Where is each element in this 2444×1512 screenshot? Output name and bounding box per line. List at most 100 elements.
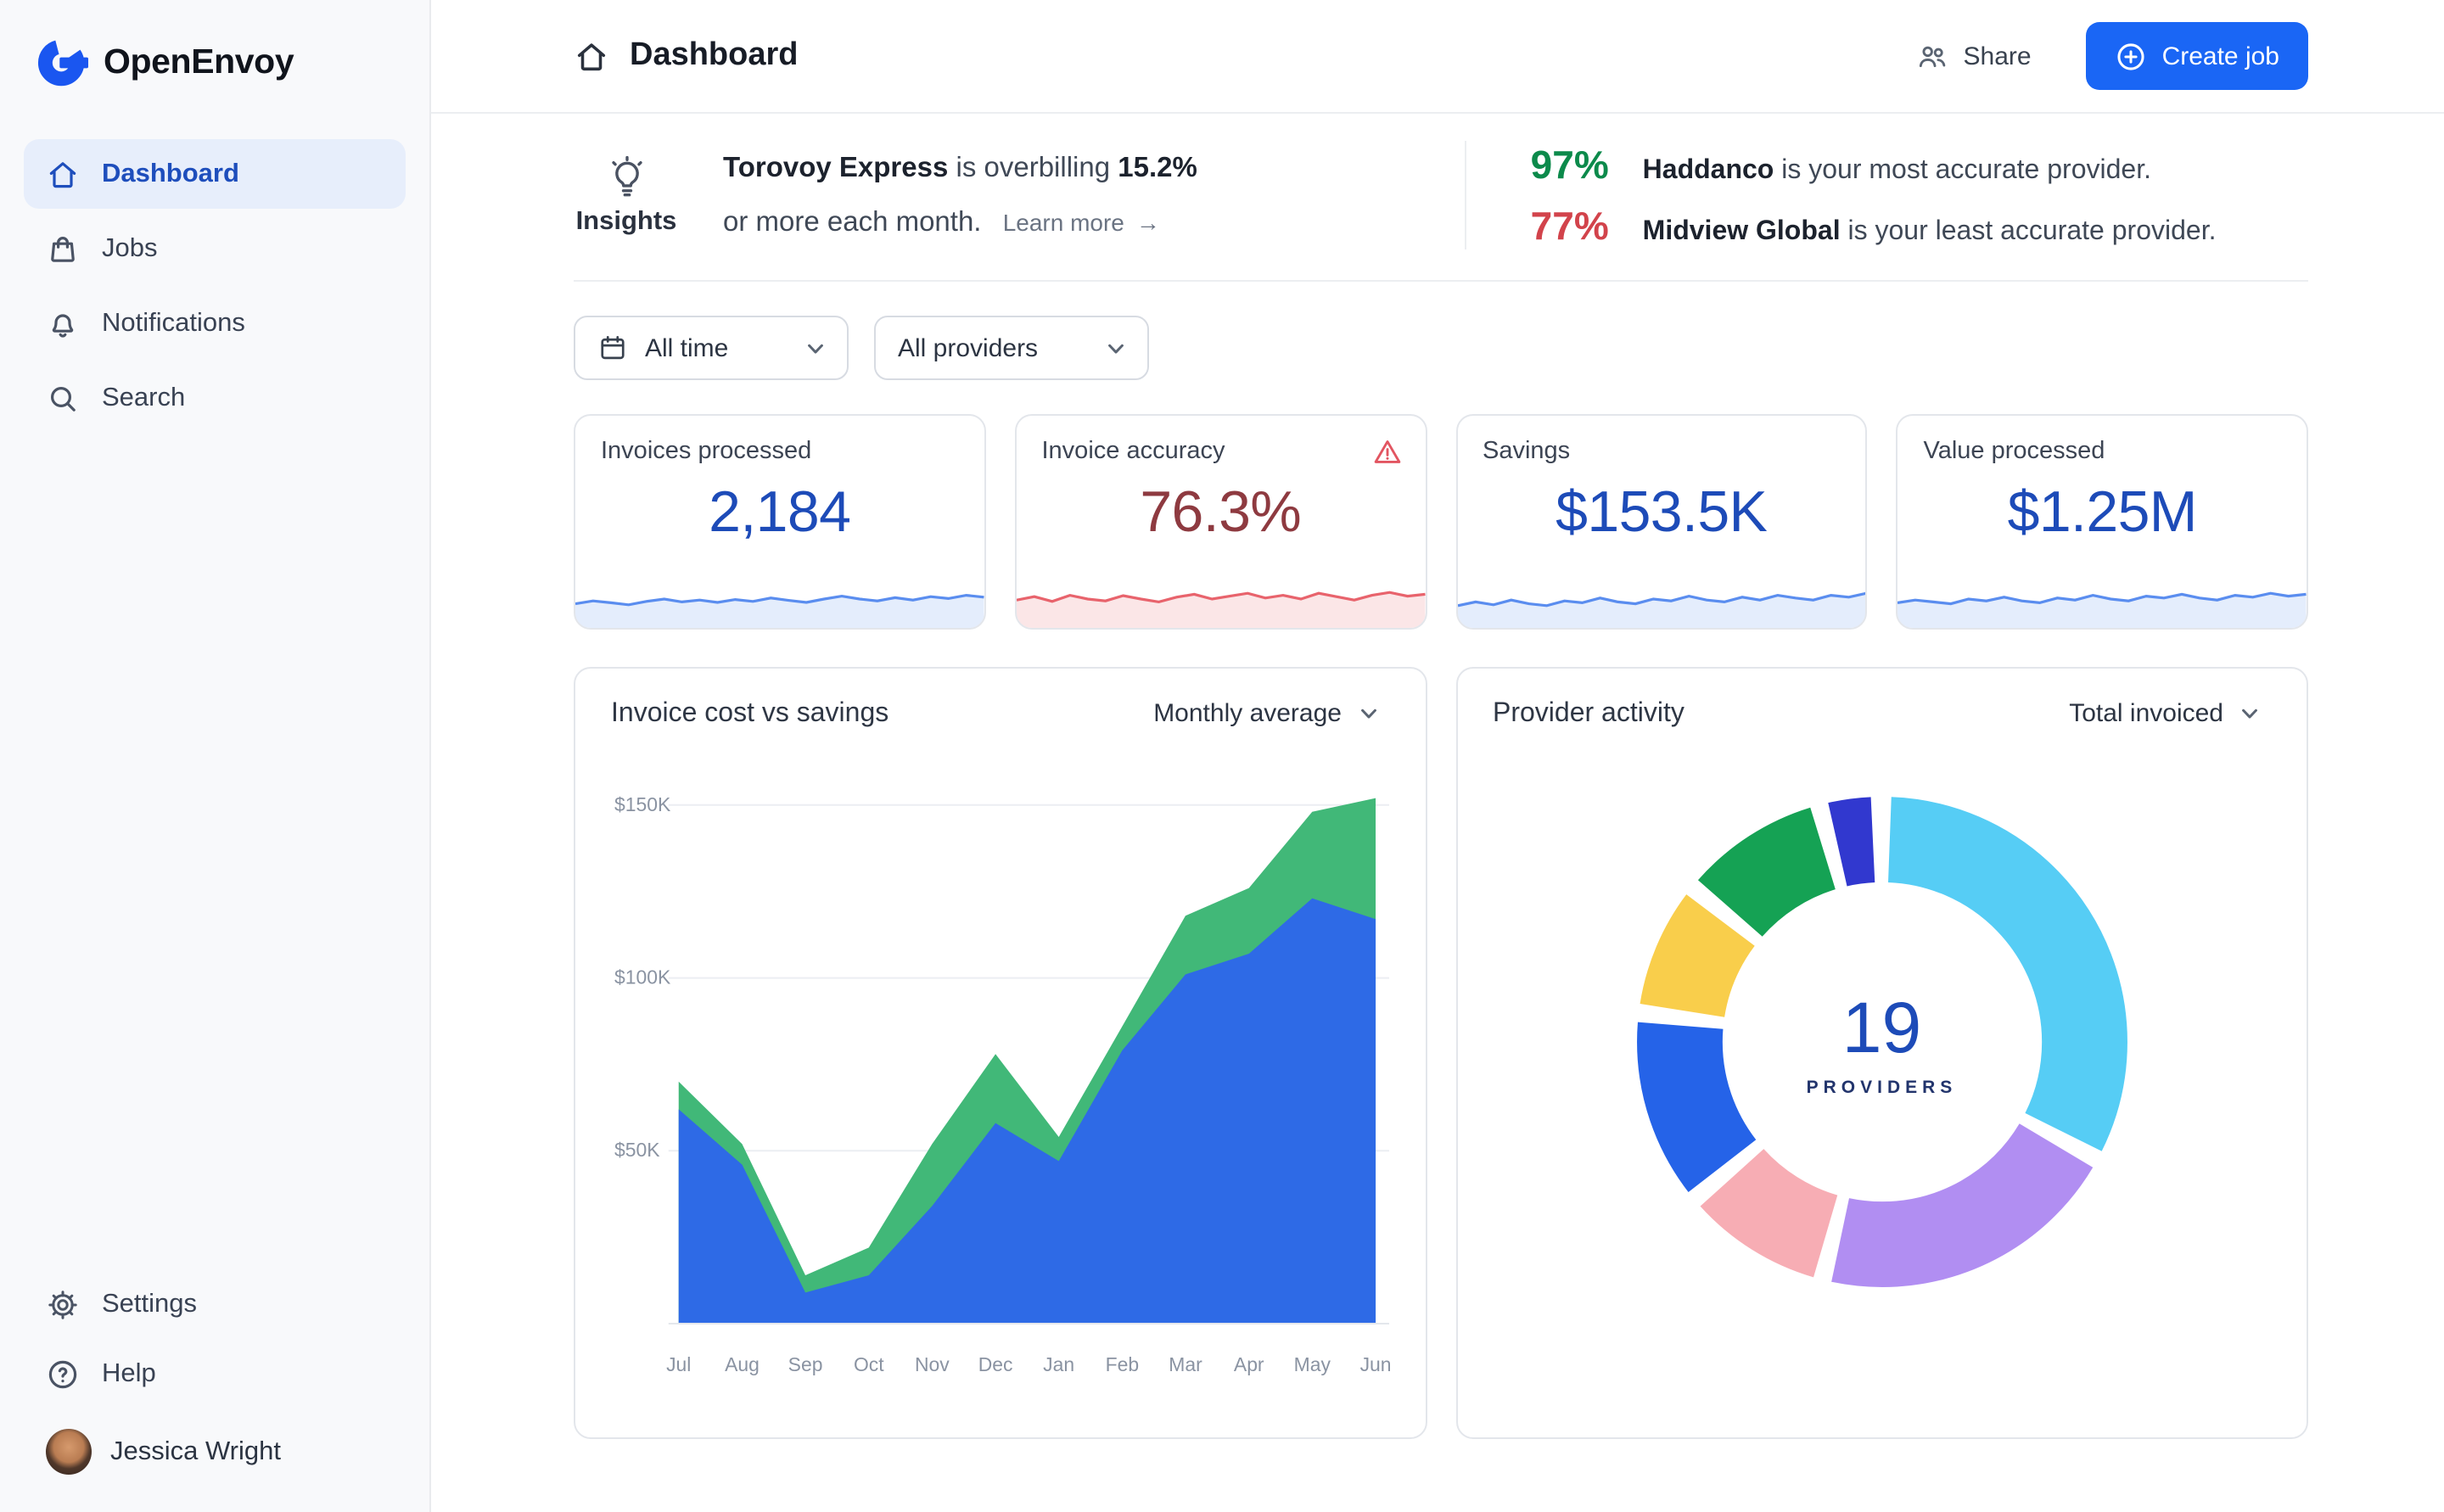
chart-header: Invoice cost vs savings Monthly average [611,698,1389,731]
stat-label: Savings [1483,438,1571,466]
svg-text:Apr: Apr [1234,1354,1264,1376]
svg-text:Feb: Feb [1106,1354,1139,1376]
sidebar-item-label: Jobs [102,233,158,262]
chevron-down-icon [2239,703,2261,725]
sidebar-item-dashboard[interactable]: Dashboard [24,139,406,209]
insight-percent: 15.2% [1118,153,1197,183]
stat-value: 2,184 [709,480,851,546]
total-invoiced-dropdown[interactable]: Total invoiced [2059,698,2271,731]
chart-title: Provider activity [1493,698,1684,728]
filter-bar: All time All providers [574,316,2308,381]
invoice-cost-vs-savings-card: Invoice cost vs savings Monthly average … [574,667,1427,1440]
svg-text:May: May [1294,1354,1331,1376]
provider-activity-donut [1636,797,2127,1288]
sidebar: OpenEnvoy Dashboard [0,0,431,1512]
best-accuracy-text: Haddanco is your most accurate provider. [1642,155,2151,185]
topbar: Dashboard Share [431,0,2444,114]
stat-value: 76.3% [1140,480,1302,546]
help-icon [46,1357,80,1391]
stat-card-savings: Savings $153.5K [1455,414,1868,630]
providers-filter[interactable]: All providers [874,316,1149,381]
stat-label: Invoice accuracy [1041,438,1225,466]
insight-provider: Torovoy Express [723,153,949,183]
worst-accuracy-value: 77% [1530,203,1609,248]
page-title: Dashboard [630,37,799,73]
arrow-right-icon: → [1135,209,1160,237]
stat-card-invoices-processed: Invoices processed 2,184 [574,414,986,630]
provider-activity-card: Provider activity Total invoiced 19 P [1455,667,2308,1440]
brand-name: OpenEnvoy [104,42,294,81]
chevron-down-icon [1357,703,1379,725]
stat-label: Invoices processed [601,438,812,466]
charts-row: Invoice cost vs savings Monthly average … [574,667,2308,1440]
sparkline-chart [575,568,984,629]
main-content: Dashboard Share [431,0,2444,1512]
avatar [46,1429,92,1475]
chart-header: Provider activity Total invoiced [1493,698,2271,731]
stat-value: $153.5K [1556,480,1768,546]
lightbulb-icon [603,154,649,199]
stat-value: $1.25M [2007,480,2198,546]
plus-circle-icon [2115,40,2147,72]
openenvoy-logo-icon [37,37,88,88]
dropdown-value: Total invoiced [2069,699,2223,729]
providers-value: All providers [898,333,1039,363]
svg-text:$50K: $50K [614,1140,660,1162]
create-job-button[interactable]: Create job [2085,22,2308,90]
worst-provider-row: 77% Midview Global is your least accurat… [1531,203,2308,249]
stat-card-invoice-accuracy: Invoice accuracy 76.3% [1014,414,1427,630]
topbar-actions: Share Create job [1906,22,2308,90]
svg-text:Sep: Sep [788,1354,823,1376]
svg-text:Jan: Jan [1043,1354,1074,1376]
sidebar-item-jobs[interactable]: Jobs [24,214,406,283]
sidebar-item-notifications[interactable]: Notifications [24,288,406,358]
home-icon [574,38,609,74]
stat-card-value-processed: Value processed $1.25M [1896,414,2308,630]
sidebar-nav: Dashboard Jobs [24,139,406,433]
svg-text:$100K: $100K [614,966,671,988]
sidebar-item-help[interactable]: Help [24,1339,406,1408]
dropdown-value: Monthly average [1153,699,1342,729]
sidebar-item-search[interactable]: Search [24,363,406,433]
chevron-down-icon [1105,338,1127,360]
time-range-value: All time [645,333,729,363]
sparkline-chart [1457,568,1866,629]
share-people-icon [1916,40,1948,72]
monthly-average-dropdown[interactable]: Monthly average [1143,698,1389,731]
svg-text:$150K: $150K [614,793,671,815]
insight-message: Torovoy Express is overbilling 15.2% or … [723,141,1197,250]
svg-text:Jul: Jul [666,1354,691,1376]
sidebar-item-label: Dashboard [102,159,239,188]
sidebar-item-settings[interactable]: Settings [24,1269,406,1339]
svg-text:Dec: Dec [978,1354,1013,1376]
bell-icon [46,306,80,340]
learn-more-link[interactable]: Learn more → [1003,200,1160,247]
insights-label: Insights [575,206,677,236]
sidebar-item-label: Search [102,383,186,412]
sidebar-spacer [24,433,406,1269]
share-button[interactable]: Share [1906,38,2042,74]
insights-message-block: Insights Torovoy Express is overbilling … [574,141,1465,250]
provider-count-label: PROVIDERS [1806,1077,1958,1098]
insights-badge: Insights [574,154,679,237]
svg-text:Mar: Mar [1169,1354,1202,1376]
donut-center: 19 PROVIDERS [1597,758,2167,1328]
provider-count: 19 [1841,987,1922,1067]
time-range-filter[interactable]: All time [574,316,849,381]
best-provider-row: 97% Haddanco is your most accurate provi… [1531,142,2308,188]
share-label: Share [1963,42,2032,70]
svg-text:Nov: Nov [915,1354,950,1376]
search-icon [46,381,80,415]
user-menu[interactable]: Jessica Wright [24,1408,406,1475]
worst-accuracy-text: Midview Global is your least accurate pr… [1642,216,2217,246]
create-job-label: Create job [2161,42,2279,70]
user-name: Jessica Wright [110,1436,281,1465]
best-accuracy-value: 97% [1530,142,1609,187]
chevron-down-icon [804,338,827,360]
brand[interactable]: OpenEnvoy [24,31,406,88]
sidebar-item-label: Settings [102,1289,198,1318]
insights-panel: Insights Torovoy Express is overbilling … [574,114,2308,283]
warning-icon [1371,437,1403,469]
